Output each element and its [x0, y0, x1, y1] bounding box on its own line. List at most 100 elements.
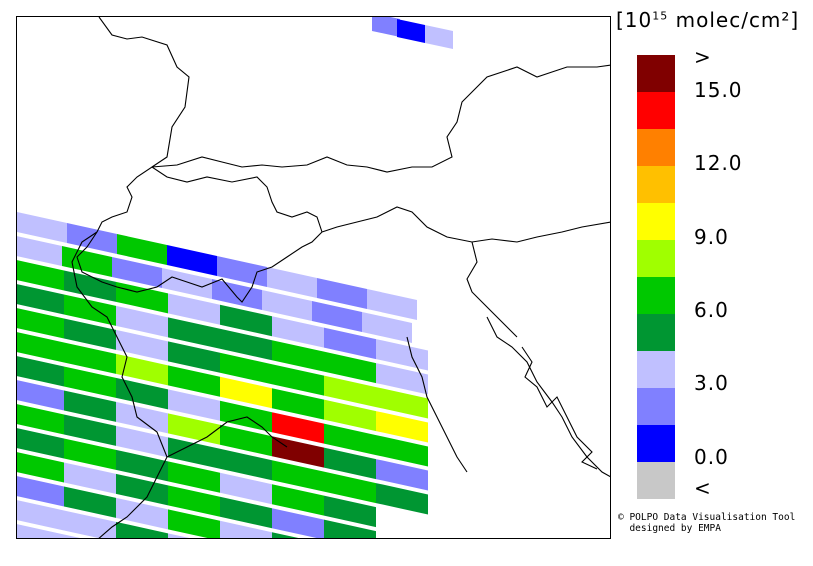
unit-rest: molec/cm²]: [668, 8, 800, 32]
legend-label-15: 15.0: [694, 78, 743, 102]
border-switzerland: [96, 166, 323, 233]
satellite-pixel: [168, 365, 220, 397]
credit-text: © POLPO Data Visualisation Tool designed…: [618, 512, 795, 534]
satellite-pixel: [17, 500, 64, 531]
satellite-pixel: [64, 366, 116, 398]
satellite-pixel: [168, 341, 220, 373]
border-italy-slovenia: [466, 241, 518, 338]
satellite-pixel: [220, 424, 272, 457]
border-austria-italy: [321, 206, 610, 243]
satellite-pixel: [376, 363, 428, 395]
satellite-pixel: [64, 294, 116, 326]
satellite-pixel: [167, 245, 217, 276]
satellite-pixel: [376, 483, 428, 515]
satellite-pixel: [372, 17, 400, 37]
satellite-pixel: [64, 510, 116, 538]
satellite-pixel: [272, 316, 324, 348]
map-canvas[interactable]: [17, 17, 611, 539]
satellite-pixel: [272, 460, 324, 492]
coastline-istria: [486, 316, 610, 478]
map-panel[interactable]: [16, 16, 611, 539]
satellite-pixel: [376, 459, 428, 491]
satellite-pixel: [64, 486, 116, 518]
colorbar-swatch: [637, 314, 675, 351]
satellite-pixel: [64, 414, 116, 446]
satellite-pixel: [168, 533, 190, 538]
satellite-pixel: [212, 279, 262, 310]
satellite-pixel: [324, 423, 376, 456]
satellite-pixel: [220, 448, 272, 481]
credit-line-2: designed by EMPA: [618, 523, 721, 534]
credit-line-1: © POLPO Data Visualisation Tool: [618, 512, 796, 523]
colorbar-swatch: [637, 240, 675, 277]
satellite-pixel: [367, 289, 417, 320]
colorbar-swatch: [637, 425, 675, 462]
satellite-pixel: [116, 425, 168, 458]
satellite-pixel: [116, 449, 168, 482]
satellite-pixel: [17, 524, 64, 538]
border-germany-swiss-austria: [151, 64, 610, 173]
satellite-pixel: [220, 328, 272, 361]
colorbar-swatch: [637, 166, 675, 203]
satellite-pixel: [116, 305, 168, 338]
satellite-pixel: [324, 447, 376, 480]
satellite-pixel: [17, 404, 64, 435]
legend-label-0: 0.0: [694, 445, 729, 469]
satellite-pixel: [62, 246, 112, 277]
satellite-pixel: [324, 327, 376, 360]
satellite-pixel: [324, 399, 376, 432]
satellite-pixel: [17, 380, 64, 411]
satellite-pixel: [220, 472, 272, 505]
satellite-pixel: [220, 520, 272, 538]
satellite-pixel: [116, 377, 168, 410]
satellite-pixel: [64, 534, 81, 538]
satellite-pixel: [17, 308, 64, 339]
satellite-pixel: [262, 290, 312, 321]
satellite-pixel: [324, 471, 376, 504]
colorbar-swatch: [637, 351, 675, 388]
satellite-pixel: [324, 495, 376, 528]
colorbar-swatch: [637, 462, 675, 499]
legend-label-9: 9.0: [694, 225, 729, 249]
satellite-pixel: [168, 461, 220, 493]
satellite-pixel: [272, 340, 324, 372]
satellite-pixel: [272, 532, 299, 538]
satellite-pixel: [17, 356, 64, 387]
satellite-pixel: [220, 352, 272, 385]
coastline-croatia-islands: [521, 346, 598, 470]
satellite-pixel: [272, 388, 324, 420]
satellite-pixel: [425, 25, 453, 49]
legend-label-below: <: [694, 476, 712, 500]
satellite-pixel: [272, 436, 324, 468]
satellite-pixel: [376, 411, 428, 443]
satellite-pixel: [64, 390, 116, 422]
satellite-pixel: [267, 267, 317, 298]
satellite-pixel: [116, 329, 168, 362]
satellite-pixel: [64, 342, 116, 374]
legend-unit-title: [1015 molec/cm²]: [616, 8, 799, 32]
satellite-pixel: [317, 278, 367, 309]
satellite-pixel: [397, 19, 425, 43]
satellite-pixel: [362, 312, 412, 343]
satellite-pixel: [17, 212, 67, 243]
satellite-pixel: [168, 485, 220, 517]
satellite-pixel: [17, 260, 64, 291]
satellite-pixel: [17, 284, 64, 315]
satellite-pixel-layer: [17, 17, 453, 538]
satellite-pixel: [376, 435, 428, 467]
satellite-pixel: [64, 462, 116, 494]
satellite-pixel: [116, 353, 168, 386]
legend-label-above: >: [694, 45, 712, 69]
satellite-pixel: [112, 257, 162, 288]
border-france-italy: [71, 231, 168, 538]
satellite-pixel: [162, 268, 212, 299]
satellite-pixel: [17, 332, 64, 363]
satellite-pixel: [116, 473, 168, 506]
satellite-pixel: [220, 496, 272, 529]
colorbar-swatch: [637, 92, 675, 129]
legend-label-12: 12.0: [694, 151, 743, 175]
unit-base: [10: [616, 8, 653, 32]
colorbar-swatch: [637, 129, 675, 166]
colorbar-swatch: [637, 277, 675, 314]
colorbar-swatch: [637, 388, 675, 425]
